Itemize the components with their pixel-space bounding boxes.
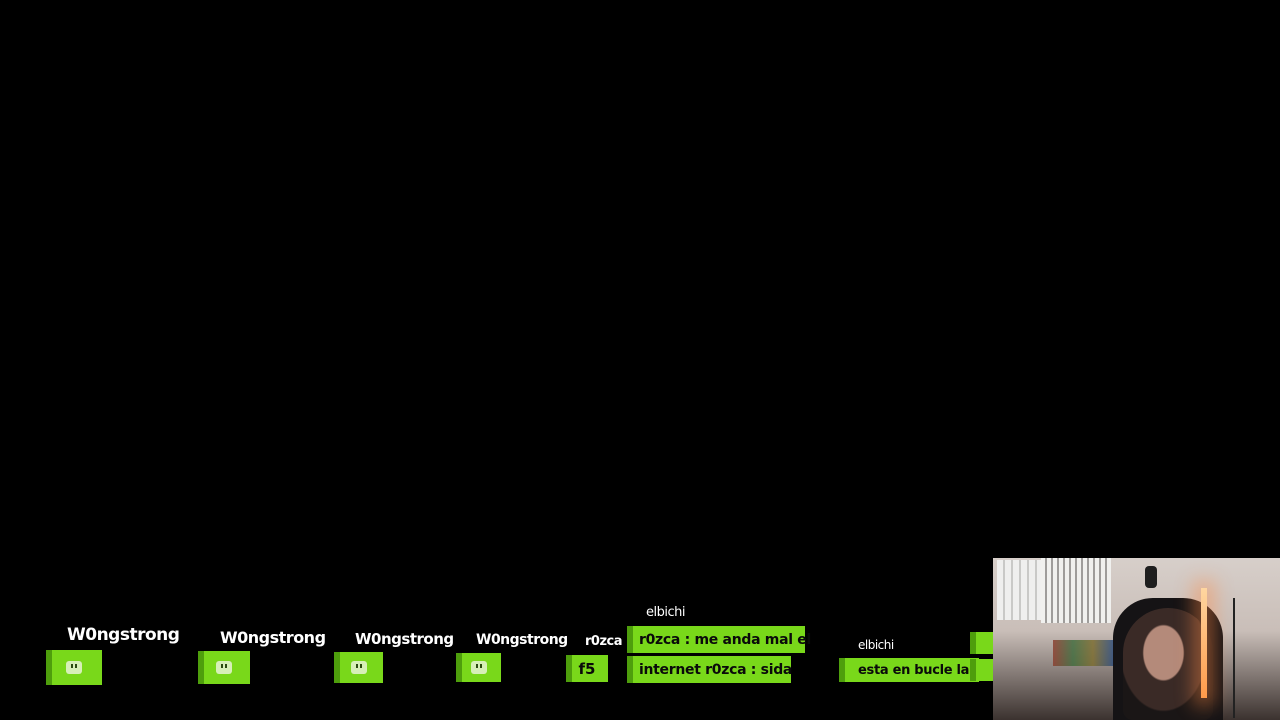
shelf-collectibles bbox=[1053, 640, 1113, 666]
chat-text-bubble: esta en bucle la wea bbox=[839, 658, 1002, 682]
window-blinds bbox=[997, 560, 1047, 620]
window-bars bbox=[1041, 558, 1111, 623]
webcam-feed bbox=[993, 558, 1280, 720]
smiley-emote-icon bbox=[216, 661, 232, 674]
chat-emote-bubble bbox=[334, 652, 383, 683]
chat-username: W0ngstrong bbox=[355, 630, 454, 648]
mic-stand bbox=[1233, 598, 1235, 718]
chat-emote-bubble bbox=[198, 651, 250, 684]
chat-text-bubble: f5 bbox=[566, 655, 608, 682]
chat-username: r0zca bbox=[585, 634, 623, 649]
chat-emote-bubble bbox=[46, 650, 102, 685]
chat-username: elbichi bbox=[858, 638, 894, 652]
chat-text-bubble-line: internet r0zca : sida bbox=[627, 656, 792, 683]
chat-username: W0ngstrong bbox=[476, 632, 568, 648]
smiley-emote-icon bbox=[470, 661, 487, 674]
hanging-bag bbox=[1145, 566, 1157, 588]
chat-bubble-partial bbox=[970, 659, 1000, 681]
chat-username: W0ngstrong bbox=[220, 628, 326, 647]
chat-text-bubble-line: r0zca : me anda mal el bbox=[627, 626, 811, 653]
chat-username: elbichi bbox=[646, 605, 685, 620]
streamer bbox=[1123, 608, 1213, 720]
chat-bubble-partial bbox=[970, 632, 1000, 654]
smiley-emote-icon bbox=[350, 661, 367, 674]
smiley-emote-icon bbox=[66, 661, 82, 674]
light-tube bbox=[1201, 588, 1207, 698]
chat-username: W0ngstrong bbox=[67, 625, 180, 645]
chat-emote-bubble bbox=[456, 653, 501, 682]
